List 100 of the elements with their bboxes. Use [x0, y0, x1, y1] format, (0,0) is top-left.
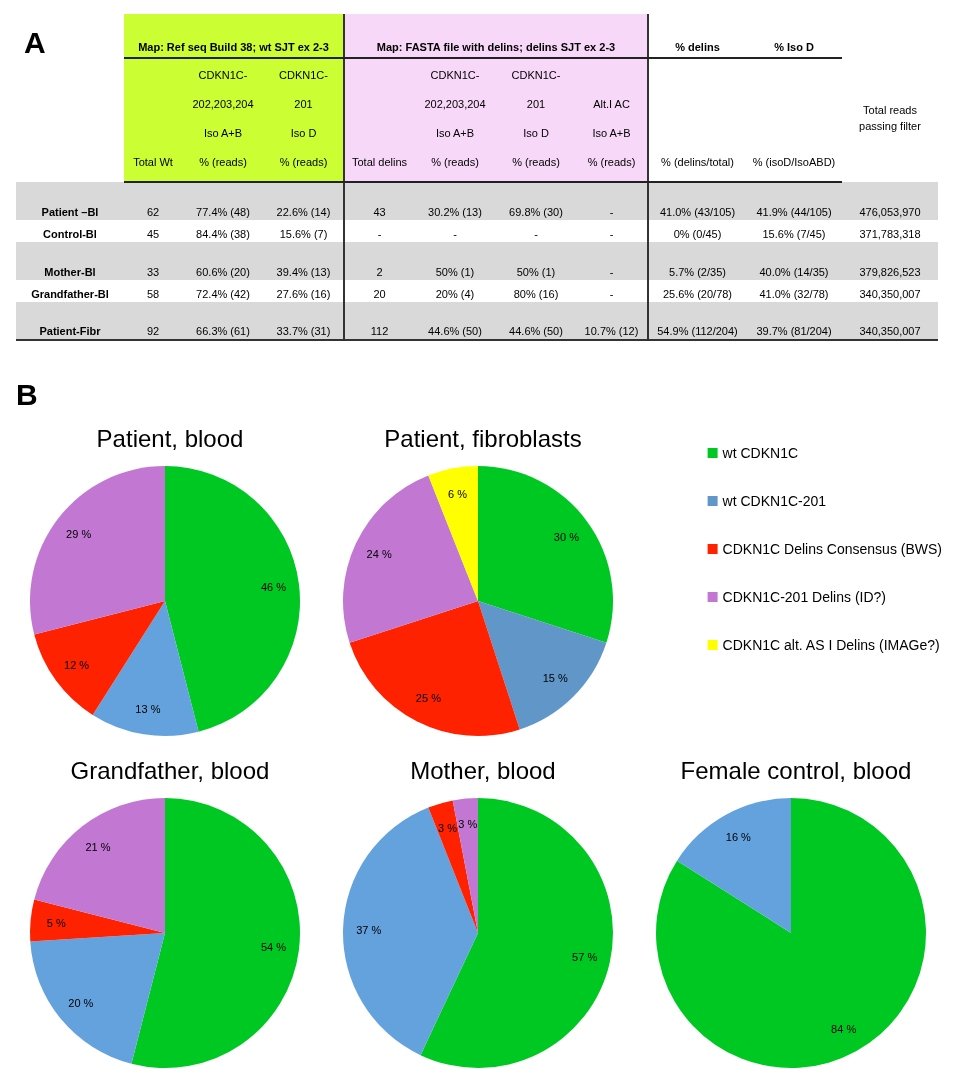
text: 476,053,970: [858, 205, 922, 220]
text: 40.0% (14/35): [758, 265, 830, 280]
text: B: [16, 378, 38, 412]
data-label: 57 %: [572, 950, 598, 963]
chart-title: Grandfather, blood: [70, 756, 270, 784]
text: 66.3% (61): [195, 324, 251, 339]
text: Control-Bl: [42, 227, 98, 242]
text: CDKN1C- 202,203,204 Iso A+B % (reads): [192, 69, 254, 168]
text: 80% (16): [512, 287, 560, 302]
text: 69.8% (30): [508, 205, 564, 220]
data-label: 46 %: [260, 581, 287, 594]
chart-title: Patient, blood: [96, 424, 244, 452]
text: -: [452, 227, 458, 242]
text: CDKN1C- 202,203,204 Iso A+B % (reads): [424, 69, 486, 168]
text: -: [608, 265, 615, 280]
text: Total delins: [344, 58, 414, 182]
data-label: 37 %: [356, 923, 382, 936]
text: 30.2% (13): [427, 205, 483, 220]
text: -: [533, 227, 539, 242]
text: 27.6% (16): [275, 287, 332, 302]
data-label: 12 %: [64, 659, 90, 672]
text: 92: [145, 324, 161, 339]
legend-label: CDKN1C Delins Consensus (BWS): [722, 541, 943, 557]
text: A: [24, 26, 46, 60]
data-label: 54 %: [260, 940, 287, 953]
legend-label: wt CDKN1C: [721, 445, 799, 461]
text: 0% (0/45): [648, 220, 746, 242]
text: 33.7% (31): [275, 324, 332, 339]
data-label: 24 %: [366, 548, 392, 561]
text: 54.9% (112/204): [648, 302, 746, 340]
text: 77.4% (48): [195, 205, 251, 220]
text: Total reads passing filter: [858, 103, 922, 134]
data-label: 16 %: [725, 831, 752, 844]
text: -: [344, 220, 414, 242]
text: 58: [145, 287, 161, 302]
text: 340,350,007: [858, 287, 922, 302]
text: 371,783,318: [858, 227, 922, 242]
text: 340,350,007: [858, 324, 922, 339]
text: 33: [145, 265, 161, 280]
text: 84.4% (38): [195, 227, 251, 242]
data-label: 30 %: [553, 530, 580, 543]
data-label: 6 %: [448, 487, 468, 500]
text: 62: [145, 205, 161, 220]
text: Grandfather-Bl: [30, 287, 110, 302]
text: 2: [344, 242, 414, 280]
data-label: 3 %: [458, 818, 478, 831]
chart-title: Mother, blood: [410, 756, 556, 784]
text: Total Wt: [124, 58, 182, 182]
text: Patient –Bl: [40, 205, 100, 220]
text: CDKN1C- 201 Iso D % (reads): [279, 69, 328, 168]
legend-label: CDKN1C-201 Delins (ID?): [722, 589, 886, 605]
legend-label: CDKN1C alt. AS I Delins (IMAGe?): [722, 637, 940, 653]
text: 72.4% (42): [195, 287, 251, 302]
data-label: 3 %: [438, 822, 458, 835]
text: % delins: [648, 14, 746, 58]
text: 41.0% (43/105): [648, 182, 746, 220]
text: 15.6% (7/45): [761, 227, 827, 242]
text: 5.7% (2/35): [648, 242, 746, 280]
data-label: 84 %: [831, 1022, 857, 1035]
text: 50% (1): [515, 265, 557, 280]
text: 45: [145, 227, 161, 242]
text: 20% (4): [434, 287, 476, 302]
text: 10.7% (12): [583, 324, 640, 339]
text: 15.6% (7): [278, 227, 329, 242]
data-label: 5 %: [46, 916, 66, 929]
data-label: 21 %: [85, 840, 111, 853]
text: 22.6% (14): [275, 205, 332, 220]
text: 39.4% (13): [275, 265, 332, 280]
text: 379,826,523: [858, 265, 922, 280]
text: Patient-Fibr: [38, 324, 102, 339]
text: -: [608, 205, 615, 220]
text: Map: FASTA file with delins; delins SJT ex 2-3: [344, 14, 648, 58]
text: 50% (1): [434, 265, 476, 280]
text: 20: [344, 280, 414, 302]
text: 41.0% (32/78): [758, 287, 830, 302]
text: 25.6% (20/78): [648, 280, 746, 302]
data-label: 13 %: [135, 702, 161, 715]
text: 43: [344, 182, 414, 220]
text: 41.9% (44/105): [755, 205, 833, 220]
text: -: [608, 227, 615, 242]
text: -: [608, 287, 615, 302]
text: % Iso D: [746, 14, 842, 58]
data-label: 20 %: [68, 996, 94, 1009]
chart-title: Female control, blood: [680, 756, 912, 784]
text: CDKN1C- 201 Iso D % (reads): [511, 69, 561, 168]
text: 112: [344, 302, 414, 340]
chart-title: Patient, fibroblasts: [384, 424, 582, 452]
text: 44.6% (50): [508, 324, 564, 339]
text: 60.6% (20): [195, 265, 251, 280]
text: 39.7% (81/204): [755, 324, 833, 339]
text: 44.6% (50): [427, 324, 483, 339]
data-label: 15 %: [542, 672, 569, 685]
text: Mother-Bl: [43, 265, 97, 280]
legend-label: wt CDKN1C-201: [721, 493, 827, 509]
text: Map: Ref seq Build 38; wt SJT ex 2-3: [124, 14, 344, 58]
text: % (isoD/IsoABD): [746, 58, 842, 182]
text: Alt.I AC Iso A+B % (reads): [587, 98, 636, 168]
data-label: 25 %: [415, 692, 442, 705]
text: % (delins/total): [648, 58, 746, 182]
data-label: 29 %: [66, 528, 92, 541]
